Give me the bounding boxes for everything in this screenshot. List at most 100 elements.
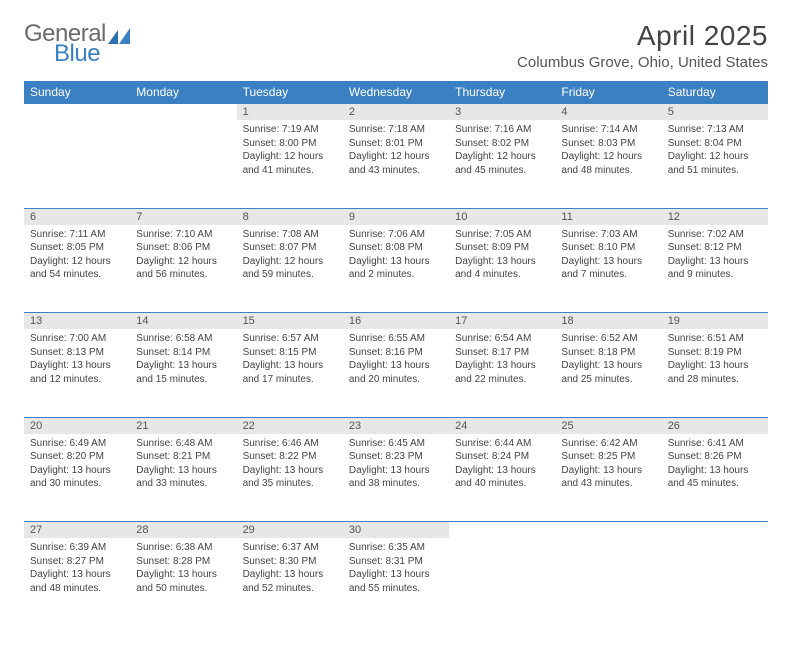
day-number-cell bbox=[130, 104, 236, 121]
sunrise-text: Sunrise: 6:57 AM bbox=[243, 332, 337, 346]
day-details: Sunrise: 6:44 AMSunset: 8:24 PMDaylight:… bbox=[449, 434, 555, 497]
day-details: Sunrise: 7:10 AMSunset: 8:06 PMDaylight:… bbox=[130, 225, 236, 288]
daylight-text-2: and 48 minutes. bbox=[30, 582, 124, 596]
day-body-cell: Sunrise: 6:58 AMSunset: 8:14 PMDaylight:… bbox=[130, 329, 236, 417]
sunset-text: Sunset: 8:25 PM bbox=[561, 450, 655, 464]
sunset-text: Sunset: 8:07 PM bbox=[243, 241, 337, 255]
sunrise-text: Sunrise: 7:06 AM bbox=[349, 228, 443, 242]
daylight-text-1: Daylight: 13 hours bbox=[668, 464, 762, 478]
day-body-cell bbox=[662, 538, 768, 626]
day-number-cell: 28 bbox=[130, 522, 236, 539]
daylight-text-1: Daylight: 13 hours bbox=[349, 464, 443, 478]
day-body-row: Sunrise: 7:19 AMSunset: 8:00 PMDaylight:… bbox=[24, 120, 768, 208]
daylight-text-2: and 25 minutes. bbox=[561, 373, 655, 387]
day-number-cell: 20 bbox=[24, 417, 130, 434]
sunset-text: Sunset: 8:00 PM bbox=[243, 137, 337, 151]
day-body-cell: Sunrise: 6:52 AMSunset: 8:18 PMDaylight:… bbox=[555, 329, 661, 417]
day-body-row: Sunrise: 6:49 AMSunset: 8:20 PMDaylight:… bbox=[24, 434, 768, 522]
day-details: Sunrise: 7:00 AMSunset: 8:13 PMDaylight:… bbox=[24, 329, 130, 392]
day-details: Sunrise: 7:19 AMSunset: 8:00 PMDaylight:… bbox=[237, 120, 343, 183]
daylight-text-2: and 20 minutes. bbox=[349, 373, 443, 387]
day-body-row: Sunrise: 7:00 AMSunset: 8:13 PMDaylight:… bbox=[24, 329, 768, 417]
day-body-cell: Sunrise: 6:48 AMSunset: 8:21 PMDaylight:… bbox=[130, 434, 236, 522]
day-body-cell: Sunrise: 6:42 AMSunset: 8:25 PMDaylight:… bbox=[555, 434, 661, 522]
day-details: Sunrise: 6:57 AMSunset: 8:15 PMDaylight:… bbox=[237, 329, 343, 392]
day-body-cell: Sunrise: 7:10 AMSunset: 8:06 PMDaylight:… bbox=[130, 225, 236, 313]
day-body-cell: Sunrise: 7:16 AMSunset: 8:02 PMDaylight:… bbox=[449, 120, 555, 208]
sunset-text: Sunset: 8:17 PM bbox=[455, 346, 549, 360]
sunrise-text: Sunrise: 6:46 AM bbox=[243, 437, 337, 451]
day-number-cell bbox=[662, 522, 768, 539]
day-body-cell: Sunrise: 7:02 AMSunset: 8:12 PMDaylight:… bbox=[662, 225, 768, 313]
daylight-text-2: and 17 minutes. bbox=[243, 373, 337, 387]
day-details: Sunrise: 7:02 AMSunset: 8:12 PMDaylight:… bbox=[662, 225, 768, 288]
sunrise-text: Sunrise: 7:00 AM bbox=[30, 332, 124, 346]
day-details: Sunrise: 6:51 AMSunset: 8:19 PMDaylight:… bbox=[662, 329, 768, 392]
daylight-text-1: Daylight: 12 hours bbox=[30, 255, 124, 269]
sunset-text: Sunset: 8:01 PM bbox=[349, 137, 443, 151]
day-details: Sunrise: 6:52 AMSunset: 8:18 PMDaylight:… bbox=[555, 329, 661, 392]
sunrise-text: Sunrise: 7:18 AM bbox=[349, 123, 443, 137]
sunset-text: Sunset: 8:02 PM bbox=[455, 137, 549, 151]
daylight-text-2: and 52 minutes. bbox=[243, 582, 337, 596]
day-number-row: 13141516171819 bbox=[24, 313, 768, 330]
sunrise-text: Sunrise: 7:14 AM bbox=[561, 123, 655, 137]
location-text: Columbus Grove, Ohio, United States bbox=[517, 54, 768, 71]
sunset-text: Sunset: 8:24 PM bbox=[455, 450, 549, 464]
daylight-text-2: and 55 minutes. bbox=[349, 582, 443, 596]
day-number-cell: 22 bbox=[237, 417, 343, 434]
day-body-cell: Sunrise: 6:49 AMSunset: 8:20 PMDaylight:… bbox=[24, 434, 130, 522]
day-details: Sunrise: 6:46 AMSunset: 8:22 PMDaylight:… bbox=[237, 434, 343, 497]
day-body-cell: Sunrise: 6:46 AMSunset: 8:22 PMDaylight:… bbox=[237, 434, 343, 522]
logo-text-2: Blue bbox=[24, 40, 130, 68]
day-details: Sunrise: 7:08 AMSunset: 8:07 PMDaylight:… bbox=[237, 225, 343, 288]
day-number-cell: 29 bbox=[237, 522, 343, 539]
day-number-row: 20212223242526 bbox=[24, 417, 768, 434]
daylight-text-1: Daylight: 13 hours bbox=[30, 359, 124, 373]
weekday-header: Monday bbox=[130, 81, 236, 104]
sunrise-text: Sunrise: 6:52 AM bbox=[561, 332, 655, 346]
day-body-cell: Sunrise: 7:05 AMSunset: 8:09 PMDaylight:… bbox=[449, 225, 555, 313]
day-body-cell: Sunrise: 7:08 AMSunset: 8:07 PMDaylight:… bbox=[237, 225, 343, 313]
daylight-text-1: Daylight: 13 hours bbox=[455, 255, 549, 269]
weekday-row: SundayMondayTuesdayWednesdayThursdayFrid… bbox=[24, 81, 768, 104]
day-body-cell: Sunrise: 6:39 AMSunset: 8:27 PMDaylight:… bbox=[24, 538, 130, 626]
sunrise-text: Sunrise: 6:41 AM bbox=[668, 437, 762, 451]
day-number-cell: 26 bbox=[662, 417, 768, 434]
day-details: Sunrise: 6:35 AMSunset: 8:31 PMDaylight:… bbox=[343, 538, 449, 601]
daylight-text-2: and 45 minutes. bbox=[455, 164, 549, 178]
day-number-cell: 25 bbox=[555, 417, 661, 434]
daylight-text-2: and 4 minutes. bbox=[455, 268, 549, 282]
sunrise-text: Sunrise: 6:38 AM bbox=[136, 541, 230, 555]
header: GeneralBlue April 2025 Columbus Grove, O… bbox=[24, 20, 768, 71]
day-body-cell: Sunrise: 6:37 AMSunset: 8:30 PMDaylight:… bbox=[237, 538, 343, 626]
day-number-cell: 13 bbox=[24, 313, 130, 330]
day-body-row: Sunrise: 7:11 AMSunset: 8:05 PMDaylight:… bbox=[24, 225, 768, 313]
daylight-text-1: Daylight: 12 hours bbox=[136, 255, 230, 269]
sunrise-text: Sunrise: 7:10 AM bbox=[136, 228, 230, 242]
daylight-text-2: and 9 minutes. bbox=[668, 268, 762, 282]
daylight-text-2: and 30 minutes. bbox=[30, 477, 124, 491]
day-body-cell: Sunrise: 6:57 AMSunset: 8:15 PMDaylight:… bbox=[237, 329, 343, 417]
day-details: Sunrise: 6:41 AMSunset: 8:26 PMDaylight:… bbox=[662, 434, 768, 497]
daylight-text-2: and 43 minutes. bbox=[349, 164, 443, 178]
sunset-text: Sunset: 8:09 PM bbox=[455, 241, 549, 255]
day-number-cell: 15 bbox=[237, 313, 343, 330]
daylight-text-2: and 50 minutes. bbox=[136, 582, 230, 596]
sunset-text: Sunset: 8:23 PM bbox=[349, 450, 443, 464]
day-details: Sunrise: 6:49 AMSunset: 8:20 PMDaylight:… bbox=[24, 434, 130, 497]
day-body-cell: Sunrise: 7:19 AMSunset: 8:00 PMDaylight:… bbox=[237, 120, 343, 208]
day-number-cell: 14 bbox=[130, 313, 236, 330]
sunset-text: Sunset: 8:31 PM bbox=[349, 555, 443, 569]
daylight-text-1: Daylight: 13 hours bbox=[243, 568, 337, 582]
sunrise-text: Sunrise: 7:13 AM bbox=[668, 123, 762, 137]
day-number-row: 12345 bbox=[24, 104, 768, 121]
day-number-cell: 27 bbox=[24, 522, 130, 539]
day-number-cell: 6 bbox=[24, 208, 130, 225]
day-details: Sunrise: 6:54 AMSunset: 8:17 PMDaylight:… bbox=[449, 329, 555, 392]
day-details: Sunrise: 7:18 AMSunset: 8:01 PMDaylight:… bbox=[343, 120, 449, 183]
daylight-text-1: Daylight: 13 hours bbox=[30, 464, 124, 478]
day-number-cell bbox=[24, 104, 130, 121]
day-body-cell: Sunrise: 6:38 AMSunset: 8:28 PMDaylight:… bbox=[130, 538, 236, 626]
day-number-cell bbox=[449, 522, 555, 539]
